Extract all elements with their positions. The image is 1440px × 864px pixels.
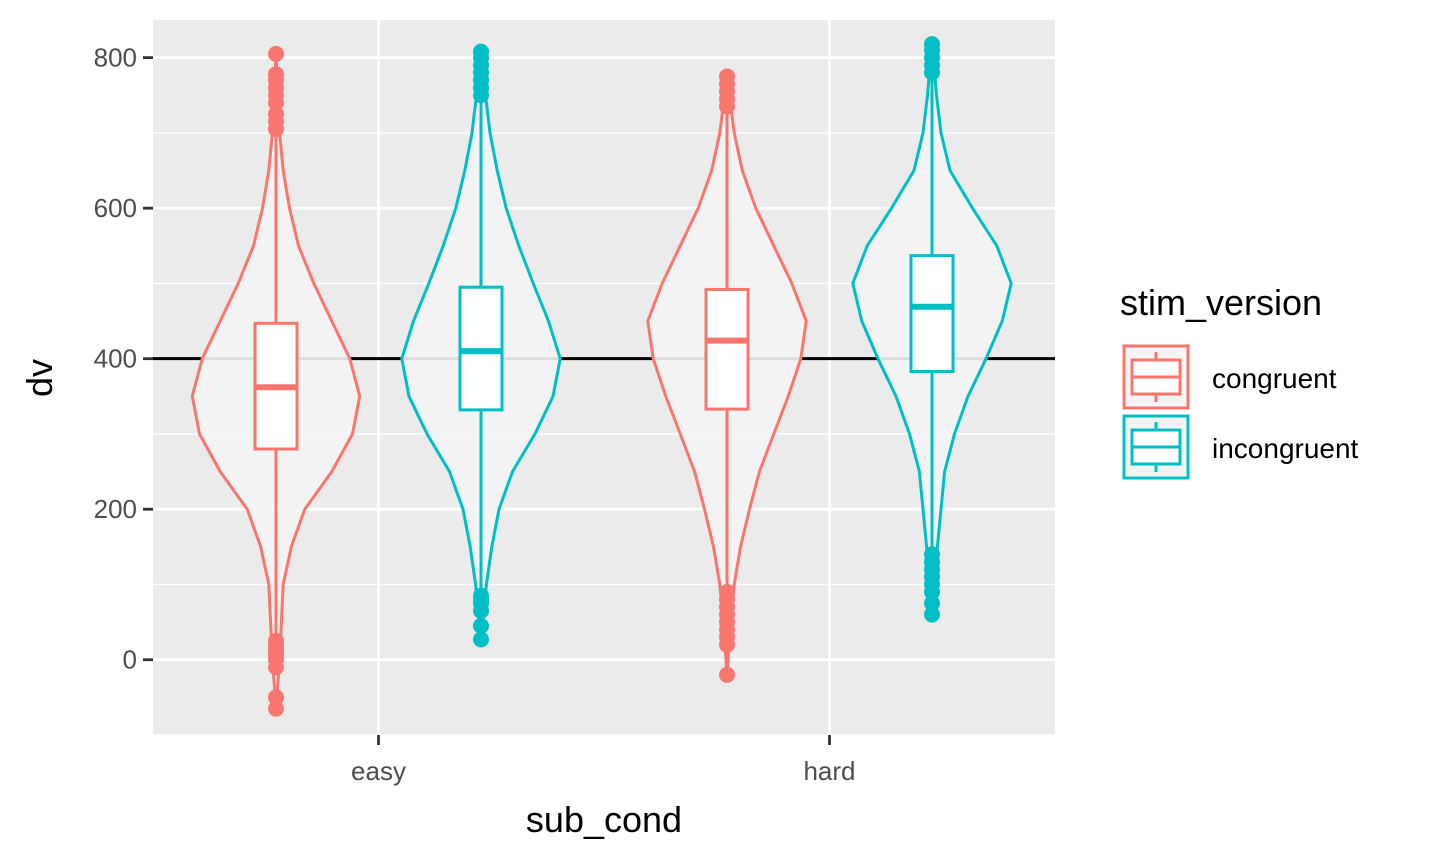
outlier-point [719,68,735,85]
outlier-point [268,700,284,717]
y-tick-label: 600 [94,193,137,223]
legend-label-congruent: congruent [1212,363,1337,394]
outlier-point [473,587,489,604]
boxplot-layer [253,80,955,641]
outlier-point [719,584,735,600]
outlier-point [268,45,284,62]
outlier-point [268,632,284,649]
x-tick-label: hard [803,756,855,786]
outlier-point [268,689,284,706]
legend-title: stim_version [1120,282,1322,323]
x-axis: easy hard [351,735,856,786]
outlier-point [473,617,489,634]
outlier-layer [268,36,940,717]
x-axis-title: sub_cond [526,799,682,840]
y-tick-label: 400 [94,344,137,374]
box-congruent-hard [704,287,750,411]
outlier-point [924,36,940,53]
y-tick-label: 200 [94,494,137,524]
box-incongruent-hard [909,254,955,373]
outlier-point [473,43,489,60]
outlier-point [473,631,489,648]
outlier-point [719,666,735,683]
y-axis: 0 200 400 600 800 [94,43,153,675]
outlier-point [268,106,284,123]
y-axis-title: dv [19,359,60,397]
legend-item-congruent: congruent [1122,344,1337,410]
y-tick-label: 0 [123,645,137,675]
x-tick-label: easy [351,756,406,786]
legend-label-incongruent: incongruent [1212,433,1359,464]
y-tick-label: 800 [94,43,137,73]
legend: stim_version congruent incongruent [1120,282,1359,480]
outlier-point [268,66,284,83]
outlier-point [924,606,940,623]
outlier-point [924,595,940,612]
legend-item-incongruent: incongruent [1122,414,1359,480]
outlier-point [924,546,940,563]
